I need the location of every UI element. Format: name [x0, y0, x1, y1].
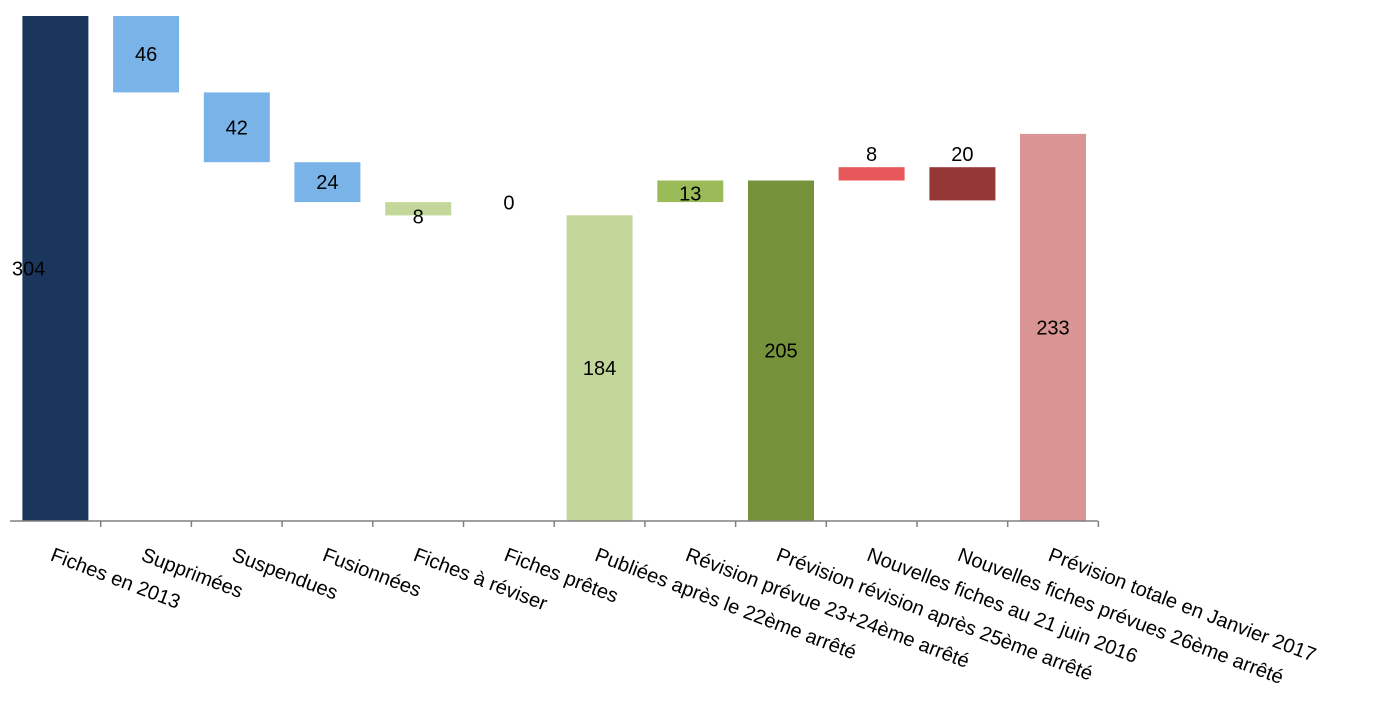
bar-nouvelles-fiches-au-21-juin-2016 — [838, 167, 905, 181]
bar-publiees-apres-le-22eme-arrete — [566, 215, 633, 522]
data-label-publiees-apres-le-22eme-arrete: 184 — [583, 358, 616, 380]
data-label-fiches-en-2013: 304 — [12, 259, 45, 281]
data-label-prevision-totale-en-janvier-2017: 233 — [1036, 318, 1069, 340]
data-label-suspendues: 42 — [226, 117, 248, 139]
bar-fiches-en-2013 — [22, 16, 89, 521]
bar-prevision-revision-apres-25eme-arrete — [748, 180, 814, 521]
x-axis-ticks — [99, 521, 1100, 527]
data-labels-layer: 304 46 42 24 8 0 184 13 205 8 20 233 — [12, 44, 1070, 380]
data-label-nouvelles-fiches-au-21-juin-2016: 8 — [866, 144, 877, 166]
data-label-revision-prevue-23-24eme-arrete: 13 — [679, 183, 701, 205]
bar-revision-prevue-23-24eme-arrete — [657, 180, 724, 203]
x-axis-tick-labels: Fiches en 2013SuppriméesSuspenduesFusion… — [48, 544, 1319, 689]
data-label-fiches-a-reviser: 8 — [413, 207, 424, 229]
data-label-fusionnees: 24 — [316, 172, 338, 194]
bar-supprimees — [113, 16, 180, 93]
data-label-supprimees: 46 — [135, 44, 157, 66]
data-label-prevision-revision-apres-25eme-arrete: 205 — [764, 341, 797, 363]
bar-prevision-totale-en-janvier-2017 — [1020, 133, 1086, 521]
bar-fusionnees — [294, 162, 361, 203]
bar-nouvelles-fiches-prevues-26eme-arrete — [929, 167, 996, 201]
data-label-fiches-pretes: 0 — [503, 192, 514, 214]
bar-fiches-a-reviser — [385, 202, 452, 216]
data-label-nouvelles-fiches-prevues-26eme-arrete: 20 — [951, 144, 973, 166]
bars-layer — [22, 16, 1086, 522]
bar-suspendues — [203, 92, 270, 163]
